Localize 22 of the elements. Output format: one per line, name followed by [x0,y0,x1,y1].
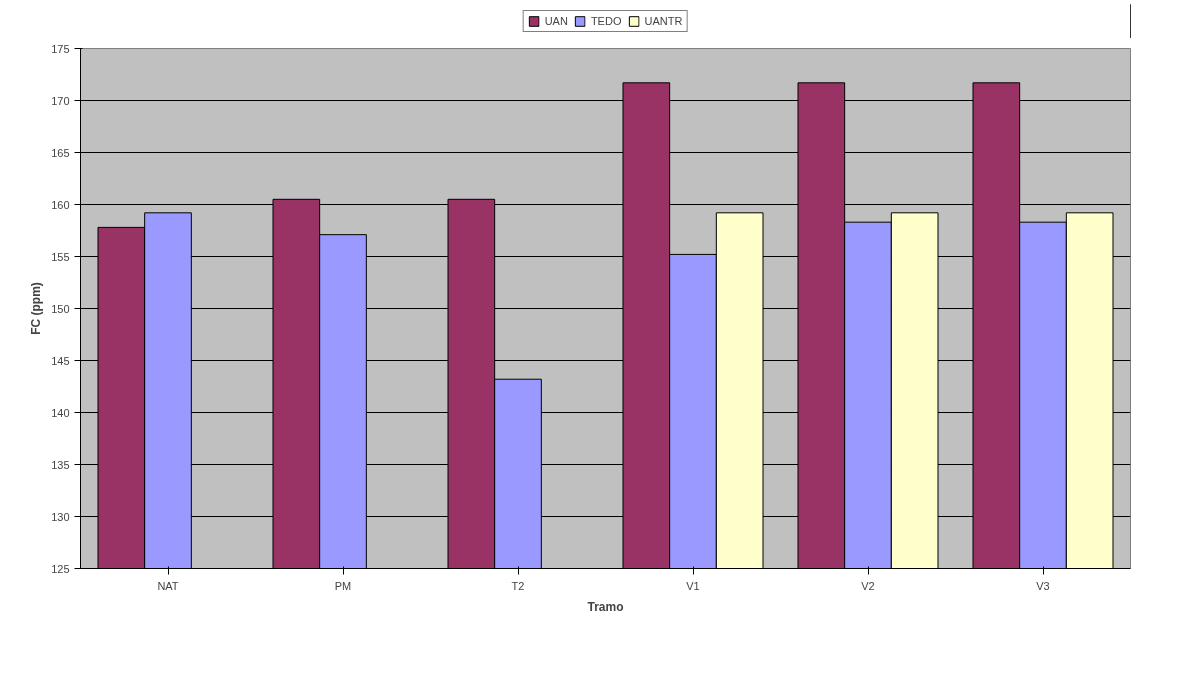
x-tick-label: T2 [511,579,525,592]
x-tick-label: V2 [861,579,875,592]
x-tick-label: V3 [1036,579,1050,592]
x-tick-label: NAT [157,579,179,592]
y-tick-label: 155 [51,250,70,263]
legend-label: TEDO [590,15,622,27]
y-tick-label: 135 [51,458,70,471]
x-axis-title: Tramo [587,599,624,614]
x-tick-label: V1 [686,579,700,592]
y-tick-label: 125 [51,562,70,575]
y-tick-label: 150 [51,302,70,315]
y-tick-label: 140 [51,406,70,419]
legend-label: UAN [544,15,568,27]
x-tick-label: PM [334,579,352,592]
legend-label: UANTR [644,15,683,27]
y-tick-label: 175 [51,42,70,55]
y-tick-label: 145 [51,354,70,367]
y-tick-label: 130 [51,510,70,523]
y-tick-label: 165 [51,146,70,159]
y-tick-label: 170 [51,94,70,107]
y-tick-label: 160 [51,198,70,211]
y-axis-title: FC (ppm) [29,282,44,335]
